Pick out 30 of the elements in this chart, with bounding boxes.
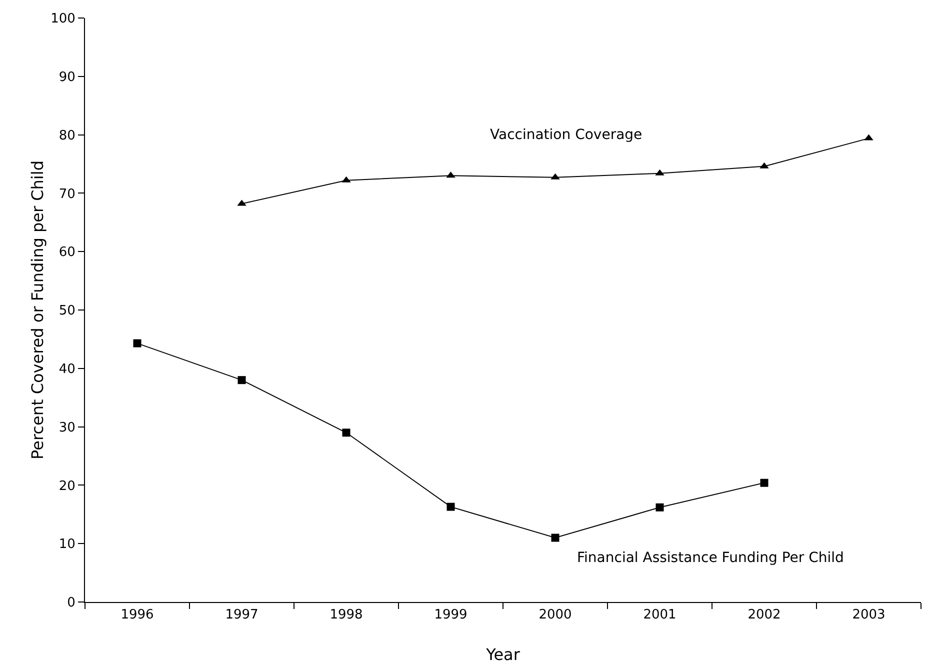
- x-tick-label: 1998: [330, 608, 363, 623]
- x-tick-label: 2001: [643, 608, 676, 623]
- y-tick-label: 20: [58, 478, 76, 494]
- y-axis-title: Percent Covered or Funding per Child: [28, 160, 47, 460]
- point: [551, 534, 560, 542]
- y-tick-label: 90: [58, 70, 76, 85]
- x-tick-label: 2002: [748, 608, 781, 623]
- y-tick-label: 30: [58, 420, 76, 436]
- y-tick-label: 70: [58, 186, 76, 202]
- point: [133, 339, 142, 348]
- y-tick-label: 60: [58, 245, 76, 260]
- x-axis-title: Year: [485, 645, 520, 664]
- x-tick-label: 2003: [852, 608, 886, 623]
- series-label: Financial Assistance Funding Per Child: [577, 550, 844, 566]
- x-tick-label: 1999: [434, 608, 468, 623]
- point: [760, 478, 768, 487]
- text: Vaccination Coverage: [490, 127, 642, 143]
- x-tick-label: 2000: [538, 608, 572, 623]
- y-tick-label: 40: [58, 362, 76, 377]
- x-tick-label: 1997: [225, 608, 258, 623]
- y-tick-label: 10: [58, 537, 76, 552]
- y-tick-label: 0: [67, 596, 76, 611]
- point: [446, 502, 455, 511]
- y-tick-label: 80: [58, 128, 76, 144]
- point: [656, 503, 664, 512]
- point: [342, 428, 350, 437]
- y-tick-label: 50: [58, 304, 76, 319]
- x-tick-label: 1996: [120, 608, 154, 623]
- point: [238, 376, 246, 384]
- y-tick-label: 100: [50, 12, 76, 27]
